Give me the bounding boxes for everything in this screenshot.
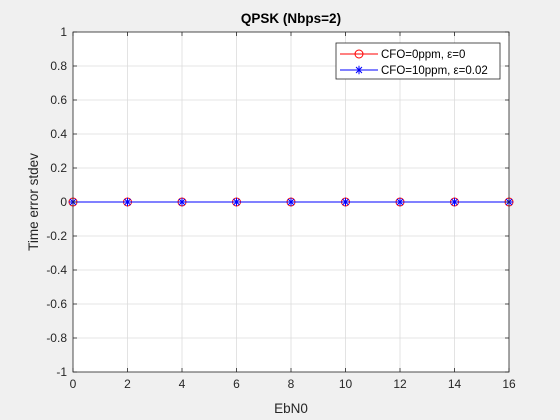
data-point-marker bbox=[286, 197, 296, 207]
data-point-marker bbox=[123, 197, 132, 207]
x-tick-label: 2 bbox=[124, 377, 131, 391]
chart-title: QPSK (Nbps=2) bbox=[241, 11, 341, 26]
legend: CFO=0ppm, ε=0 CFO=10ppm, ε=0.02 bbox=[335, 42, 501, 80]
legend-label: CFO=0ppm, ε=0 bbox=[381, 49, 465, 61]
x-tick-label: 10 bbox=[339, 377, 353, 391]
y-tick-label: 0.6 bbox=[50, 93, 67, 107]
y-tick-label: -0.8 bbox=[46, 331, 67, 345]
ticks bbox=[72, 31, 510, 373]
data-point-marker bbox=[354, 65, 364, 75]
data-point-marker bbox=[341, 197, 350, 207]
x-tick-label: 0 bbox=[70, 377, 77, 391]
y-tick-label: -0.4 bbox=[46, 263, 67, 277]
x-axis-label: EbN0 bbox=[274, 401, 308, 416]
y-tick-label: -0.2 bbox=[46, 229, 67, 243]
data-point-marker bbox=[354, 49, 364, 59]
x-tick-label: 14 bbox=[448, 377, 462, 391]
y-tick-label: 1 bbox=[60, 25, 67, 39]
y-tick-label: 0.4 bbox=[50, 127, 67, 141]
data-point-marker bbox=[177, 197, 187, 207]
x-tick-label: 12 bbox=[393, 377, 407, 391]
y-axis-label: Time error stdev bbox=[26, 153, 41, 251]
legend-entry: CFO=0ppm, ε=0 bbox=[340, 49, 465, 61]
y-tick-label: -0.6 bbox=[46, 297, 67, 311]
data-point-marker bbox=[232, 197, 241, 207]
data-point-marker bbox=[395, 197, 405, 207]
x-tick-label: 6 bbox=[233, 377, 240, 391]
y-tick-label: 0.2 bbox=[50, 161, 67, 175]
legend-box bbox=[335, 42, 501, 80]
x-tick-label: 16 bbox=[502, 377, 516, 391]
x-tick-labels: 0 2 4 6 8 10 12 14 16 bbox=[70, 377, 516, 391]
y-tick-label: 0.8 bbox=[50, 59, 67, 73]
x-tick-label: 4 bbox=[179, 377, 186, 391]
legend-label: CFO=10ppm, ε=0.02 bbox=[381, 65, 488, 77]
y-tick-labels: 1 0.8 0.6 0.4 0.2 0 -0.2 -0.4 -0.6 -0.8 -1 bbox=[46, 25, 67, 379]
y-tick-label: -1 bbox=[56, 365, 67, 379]
legend-entry: CFO=10ppm, ε=0.02 bbox=[340, 65, 488, 77]
x-tick-label: 8 bbox=[288, 377, 295, 391]
data-point-marker bbox=[450, 197, 459, 207]
y-tick-label: 0 bbox=[60, 195, 67, 209]
